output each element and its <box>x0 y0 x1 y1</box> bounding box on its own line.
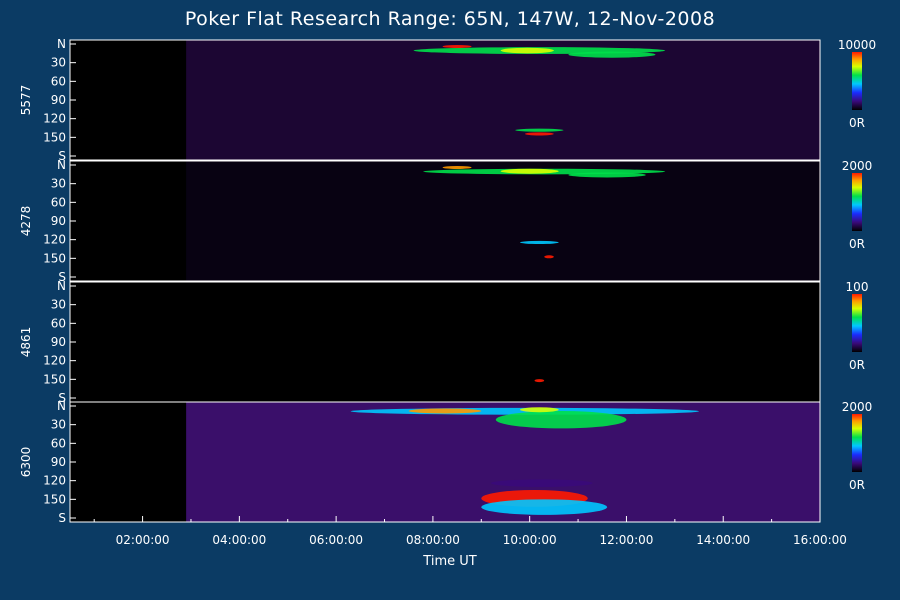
panel-4278-ytick-label-1: 30 <box>51 177 66 191</box>
panel-4861-ytick-label-0: N <box>57 279 66 293</box>
panel-5577-ytick-label-2: 60 <box>51 74 66 88</box>
panel-5577-colorbar <box>852 52 862 110</box>
xtick-label-3: 08:00:00 <box>406 533 460 547</box>
xtick-label-1: 04:00:00 <box>212 533 266 547</box>
panel-5577-emission-1 <box>442 44 472 48</box>
panel-5577-colorbar-max: 10000 <box>838 38 876 52</box>
panel-5577-emission-4 <box>515 128 564 132</box>
panel-6300-emission-2 <box>495 410 627 429</box>
panel-4278-emission-5 <box>544 255 554 259</box>
panel-4278-emission-2 <box>500 168 559 174</box>
panel-5577-ytick-label-6: S <box>58 149 66 163</box>
panel-4278-emission-1 <box>442 165 472 169</box>
panel-5577-channel-label: 5577 <box>19 85 33 116</box>
chart-title: Poker Flat Research Range: 65N, 147W, 12… <box>184 8 716 30</box>
panel-4861-emission-0 <box>534 379 545 383</box>
panel-5577-ytick-label-3: 90 <box>51 93 66 107</box>
panel-4861-ytick-label-4: 120 <box>43 354 66 368</box>
panel-6300-emission-1 <box>408 408 482 414</box>
panel-6300-ytick-label-6: S <box>58 511 66 525</box>
panel-4861-ytick-label-3: 90 <box>51 335 66 349</box>
panel-5577-ytick-label-4: 120 <box>43 112 66 126</box>
panel-6300-colorbar <box>852 414 862 472</box>
panel-4861-ytick-label-5: 150 <box>43 372 66 386</box>
panel-6300-ytick-label-4: 120 <box>43 474 66 488</box>
panel-4278-channel-label: 4278 <box>19 206 33 237</box>
xtick-label-5: 12:00:00 <box>599 533 653 547</box>
panel-4278-emission-4 <box>520 240 559 245</box>
panel-6300-emission-3 <box>520 407 559 413</box>
panel-4278-data-region <box>186 161 820 281</box>
panel-4278-ytick-label-5: 150 <box>43 251 66 265</box>
panel-4861-colorbar-min: 0R <box>849 358 865 372</box>
xtick-label-7: 16:00:00 <box>793 533 847 547</box>
panel-5577-emission-2 <box>500 47 554 54</box>
panel-4861-colorbar-max: 100 <box>846 280 869 294</box>
panel-4278-colorbar-min: 0R <box>849 237 865 251</box>
panel-5577-ytick-label-1: 30 <box>51 56 66 70</box>
panel-6300-ytick-label-5: 150 <box>43 492 66 506</box>
panel-6300-colorbar-max: 2000 <box>842 400 873 414</box>
panel-4278-ytick-label-0: N <box>57 158 66 172</box>
xtick-label-6: 14:00:00 <box>696 533 750 547</box>
panel-6300-ytick-label-1: 30 <box>51 418 66 432</box>
panel-4861-ytick-label-6: S <box>58 391 66 405</box>
panel-5577-colorbar-min: 0R <box>849 116 865 130</box>
panel-4278-ytick-label-6: S <box>58 270 66 284</box>
xtick-label-0: 02:00:00 <box>116 533 170 547</box>
panel-6300-channel-label: 6300 <box>19 447 33 478</box>
panel-6300-emission-4 <box>490 479 593 487</box>
panel-4861-ytick-label-2: 60 <box>51 316 66 330</box>
panel-6300-ytick-label-2: 60 <box>51 436 66 450</box>
panel-4278-emission-3 <box>568 172 646 178</box>
panel-5577-ytick-label-0: N <box>57 37 66 51</box>
panel-6300-emission-6 <box>481 499 608 515</box>
panel-4861-channel-label: 4861 <box>19 327 33 358</box>
x-axis-label: Time UT <box>423 554 477 569</box>
panel-4278-colorbar-max: 2000 <box>842 159 873 173</box>
panel-4278-ytick-label-4: 120 <box>43 233 66 247</box>
xtick-label-2: 06:00:00 <box>309 533 363 547</box>
panel-5577-emission-3 <box>568 51 656 58</box>
xtick-label-4: 10:00:00 <box>503 533 557 547</box>
panel-4861-colorbar <box>852 294 862 352</box>
panel-4861-data-region <box>186 282 820 402</box>
panel-5577-emission-5 <box>524 132 554 136</box>
panel-4278-ytick-label-3: 90 <box>51 214 66 228</box>
panel-6300-colorbar-min: 0R <box>849 478 865 492</box>
panel-5577-data-region <box>186 40 820 160</box>
panel-6300-ytick-label-3: 90 <box>51 455 66 469</box>
panel-4278-colorbar <box>852 173 862 231</box>
panel-4278-ytick-label-2: 60 <box>51 195 66 209</box>
panel-6300-ytick-label-0: N <box>57 399 66 413</box>
panel-4861-ytick-label-1: 30 <box>51 298 66 312</box>
panel-5577-ytick-label-5: 150 <box>43 130 66 144</box>
